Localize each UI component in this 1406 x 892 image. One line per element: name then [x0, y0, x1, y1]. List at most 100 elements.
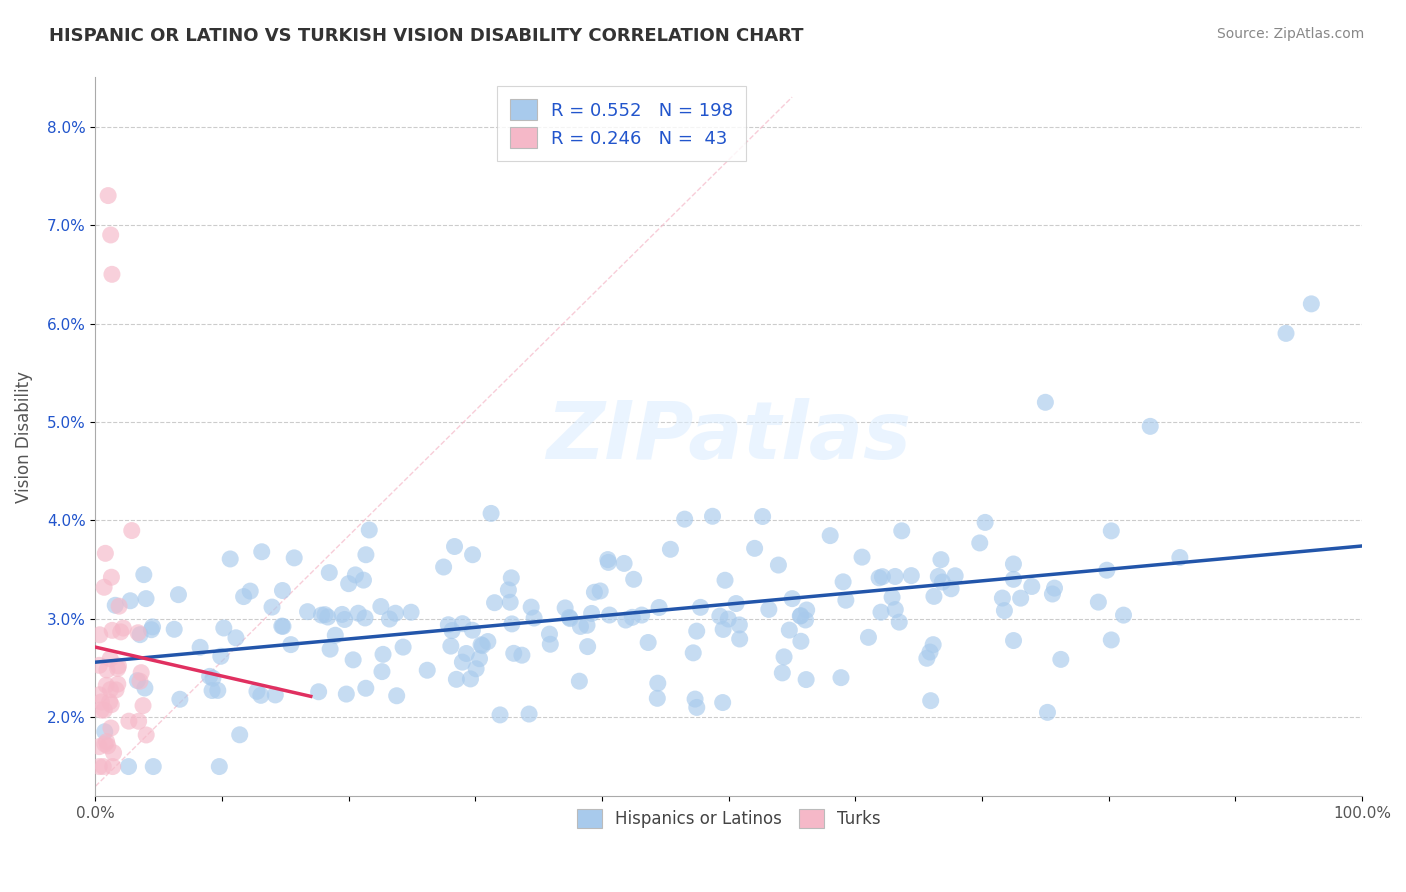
Point: [1049, 652, 1071, 666]
Point: [461, 624, 484, 638]
Point: [347, 606, 370, 620]
Point: [711, 696, 734, 710]
Point: [142, 620, 165, 634]
Point: [260, 600, 283, 615]
Point: [714, 574, 737, 588]
Point: [437, 617, 460, 632]
Point: [93, 703, 115, 717]
Point: [209, 649, 232, 664]
Point: [778, 623, 800, 637]
Point: [686, 700, 709, 714]
Point: [89, 759, 111, 773]
Point: [127, 673, 149, 688]
Point: [117, 759, 139, 773]
Point: [1043, 581, 1066, 595]
Text: ZIPatlas: ZIPatlas: [547, 398, 911, 475]
Point: [90, 703, 112, 717]
Point: [96, 663, 118, 677]
Point: [900, 568, 922, 582]
Point: [647, 691, 669, 706]
Point: [623, 572, 645, 586]
Point: [673, 512, 696, 526]
Point: [94, 546, 117, 560]
Point: [141, 623, 163, 637]
Point: [465, 662, 488, 676]
Y-axis label: Vision Disability: Vision Disability: [15, 371, 32, 503]
Point: [319, 642, 342, 657]
Point: [884, 602, 907, 616]
Point: [207, 683, 229, 698]
Point: [470, 638, 492, 652]
Point: [884, 569, 907, 583]
Point: [568, 674, 591, 689]
Point: [107, 677, 129, 691]
Point: [499, 595, 522, 609]
Point: [1168, 550, 1191, 565]
Point: [89, 739, 111, 754]
Point: [538, 637, 561, 651]
Point: [100, 698, 122, 712]
Point: [384, 606, 406, 620]
Point: [271, 619, 294, 633]
Point: [517, 706, 540, 721]
Point: [316, 610, 339, 624]
Point: [96, 678, 118, 692]
Point: [440, 639, 463, 653]
Point: [1112, 608, 1135, 623]
Point: [101, 759, 124, 773]
Point: [773, 649, 796, 664]
Point: [1099, 524, 1122, 538]
Point: [630, 608, 652, 623]
Point: [991, 591, 1014, 605]
Point: [201, 683, 224, 698]
Point: [689, 600, 711, 615]
Point: [744, 541, 766, 556]
Point: [637, 635, 659, 649]
Point: [94, 724, 117, 739]
Point: [1035, 395, 1057, 409]
Point: [974, 516, 997, 530]
Point: [613, 557, 636, 571]
Point: [758, 602, 780, 616]
Point: [318, 566, 340, 580]
Point: [501, 571, 523, 585]
Point: [870, 605, 893, 619]
Point: [1042, 587, 1064, 601]
Point: [1139, 419, 1161, 434]
Point: [920, 694, 942, 708]
Point: [297, 605, 319, 619]
Point: [890, 524, 912, 538]
Point: [208, 759, 231, 773]
Point: [433, 560, 456, 574]
Point: [461, 548, 484, 562]
Point: [280, 638, 302, 652]
Point: [121, 524, 143, 538]
Point: [443, 540, 465, 554]
Point: [520, 600, 543, 615]
Point: [264, 688, 287, 702]
Point: [270, 619, 292, 633]
Point: [725, 597, 748, 611]
Point: [169, 692, 191, 706]
Point: [392, 640, 415, 654]
Point: [554, 601, 576, 615]
Point: [484, 596, 506, 610]
Point: [311, 608, 333, 623]
Point: [858, 631, 880, 645]
Point: [479, 507, 502, 521]
Point: [98, 682, 121, 697]
Point: [441, 624, 464, 638]
Point: [90, 695, 112, 709]
Point: [1002, 633, 1025, 648]
Point: [648, 600, 671, 615]
Point: [1036, 706, 1059, 720]
Point: [832, 574, 855, 589]
Text: Source: ZipAtlas.com: Source: ZipAtlas.com: [1216, 27, 1364, 41]
Point: [127, 625, 149, 640]
Point: [780, 591, 803, 606]
Point: [468, 651, 491, 665]
Point: [112, 621, 135, 635]
Point: [104, 599, 127, 613]
Point: [1002, 572, 1025, 586]
Point: [818, 528, 841, 542]
